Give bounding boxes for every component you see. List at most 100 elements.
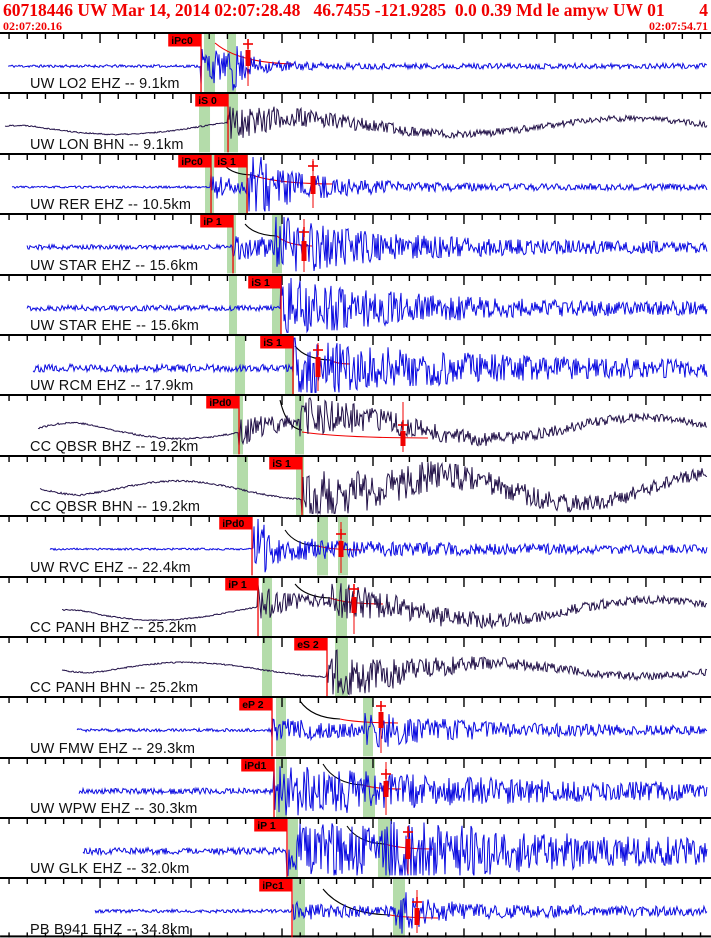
pick-label[interactable]: iS 1 bbox=[214, 154, 248, 168]
waveform bbox=[4, 106, 708, 140]
pick-label-box[interactable] bbox=[195, 94, 229, 107]
pick-label[interactable]: eS 2 bbox=[294, 637, 328, 651]
waveform bbox=[78, 766, 708, 816]
phase-window-band bbox=[272, 275, 282, 334]
pick-label-text: iPd0 bbox=[222, 519, 244, 530]
waveform bbox=[8, 46, 707, 91]
time-ruler bbox=[8, 94, 702, 104]
pick-label[interactable]: iS 1 bbox=[269, 456, 303, 470]
coda-duration-marker[interactable] bbox=[380, 761, 391, 815]
pick-label[interactable]: iS 1 bbox=[260, 335, 294, 349]
marker-bar bbox=[310, 175, 316, 194]
marker-bar bbox=[414, 908, 420, 926]
trace-panel: iPd0 CC QBSR BHZ -- 19.2km bbox=[0, 394, 711, 455]
pick-label-box[interactable] bbox=[239, 698, 273, 711]
coda-duration-marker[interactable] bbox=[397, 402, 408, 453]
coda-duration-marker[interactable] bbox=[243, 38, 254, 86]
trace-plot[interactable]: eS 2 bbox=[0, 637, 711, 697]
pick-label-text: iS 1 bbox=[251, 278, 270, 289]
pick-label-box[interactable] bbox=[225, 577, 259, 591]
coda-decay-curve bbox=[322, 889, 391, 917]
pick-label[interactable]: eP 2 bbox=[239, 698, 273, 711]
coda-duration-marker[interactable] bbox=[375, 701, 386, 754]
trace-plot[interactable]: iPc0 iS 1 bbox=[0, 154, 711, 214]
phase-window-band bbox=[229, 275, 238, 334]
trace-plot[interactable]: iP 1 bbox=[0, 215, 711, 274]
waveform bbox=[39, 461, 708, 515]
pick-label-box[interactable] bbox=[241, 758, 275, 772]
phase-window-band bbox=[296, 456, 305, 516]
trace-plot[interactable]: eP 2 bbox=[0, 698, 711, 757]
pick-label-box[interactable] bbox=[294, 637, 328, 651]
trace-plot[interactable]: iPd0 bbox=[0, 396, 711, 455]
trace-plot[interactable]: iS 1 bbox=[0, 335, 711, 395]
trace-panel: iPc0 UW LO2 EHZ -- 9.1km bbox=[0, 32, 711, 93]
pick-label-text: iP 1 bbox=[228, 580, 247, 591]
trace-plot[interactable]: iPc0 bbox=[0, 34, 711, 93]
pick-label-box[interactable] bbox=[200, 215, 234, 228]
trace-plot[interactable]: iPd0 bbox=[0, 517, 711, 576]
pick-label-box[interactable] bbox=[178, 154, 212, 168]
pick-label[interactable]: iP 1 bbox=[200, 215, 234, 228]
waveform bbox=[37, 397, 708, 447]
coda-duration-marker[interactable] bbox=[308, 158, 319, 208]
time-ruler bbox=[8, 275, 702, 285]
pick-label-text: iS 1 bbox=[272, 459, 291, 470]
pick-label-text: iPd1 bbox=[244, 761, 266, 772]
trace-plot[interactable]: iPc1 bbox=[0, 879, 711, 938]
pick-label[interactable]: iPc1 bbox=[259, 879, 293, 892]
station-label: CC PANH BHN -- 25.2km bbox=[30, 680, 199, 697]
pick-label[interactable]: iP 1 bbox=[254, 819, 288, 832]
station-label: UW LON BHN -- 9.1km bbox=[30, 136, 184, 153]
coda-duration-marker[interactable] bbox=[336, 522, 347, 574]
station-label: UW RCM EHZ -- 17.9km bbox=[30, 378, 194, 395]
coda-duration-marker[interactable] bbox=[313, 342, 324, 391]
time-ruler bbox=[8, 456, 702, 466]
phase-window-band bbox=[233, 396, 244, 455]
time-ruler bbox=[8, 335, 702, 345]
pick-label-box[interactable] bbox=[254, 819, 288, 832]
station-label: CC QBSR BHZ -- 19.2km bbox=[30, 438, 199, 455]
pick-label[interactable]: iS 0 bbox=[195, 94, 229, 107]
pick-label-text: eS 2 bbox=[297, 640, 319, 651]
phase-window-band bbox=[227, 34, 237, 93]
trace-plot[interactable]: iS 1 bbox=[0, 275, 711, 334]
trace-plot[interactable]: iS 1 bbox=[0, 456, 711, 516]
trace-plot[interactable]: iPd1 bbox=[0, 758, 711, 818]
pick-label-box[interactable] bbox=[206, 396, 240, 409]
time-ruler bbox=[8, 819, 702, 829]
pick-label-box[interactable] bbox=[248, 275, 282, 289]
trace-panel: iPc1 PB B941 EHZ -- 34.8km bbox=[0, 877, 711, 938]
time-ruler bbox=[8, 396, 702, 406]
pick-label[interactable]: iS 1 bbox=[248, 275, 282, 289]
coda-duration-marker[interactable] bbox=[402, 826, 413, 875]
coda-decay-curve bbox=[294, 345, 331, 361]
coda-duration-marker[interactable] bbox=[411, 890, 422, 934]
pick-label[interactable]: iPd1 bbox=[241, 758, 275, 772]
pick-label-box[interactable] bbox=[260, 335, 294, 349]
pick-label-box[interactable] bbox=[168, 34, 202, 47]
trace-plot[interactable]: iP 1 bbox=[0, 577, 711, 636]
coda-duration-marker[interactable] bbox=[299, 219, 310, 273]
pick-label[interactable]: iPd0 bbox=[219, 517, 253, 530]
pick-label[interactable]: iPc0 bbox=[178, 154, 212, 168]
marker-bar bbox=[383, 780, 389, 797]
waveform bbox=[61, 649, 708, 696]
pick-label[interactable]: iP 1 bbox=[225, 577, 259, 591]
pick-label[interactable]: iPd0 bbox=[206, 396, 240, 409]
coda-duration-marker[interactable] bbox=[349, 583, 359, 634]
time-ruler bbox=[8, 758, 702, 768]
trace-plot[interactable]: iP 1 bbox=[0, 819, 711, 878]
bottom-border bbox=[0, 935, 711, 938]
pick-label[interactable]: iPc0 bbox=[168, 34, 202, 47]
pick-label-box[interactable] bbox=[269, 456, 303, 470]
pick-label-box[interactable] bbox=[219, 517, 253, 530]
phase-window-band bbox=[199, 94, 211, 153]
trace-panel: iS 1 UW RCM EHZ -- 17.9km bbox=[0, 333, 711, 395]
station-label: UW FMW EHZ -- 29.3km bbox=[30, 740, 196, 757]
pick-label-box[interactable] bbox=[259, 879, 293, 892]
pick-label-box[interactable] bbox=[214, 154, 248, 168]
trace-plot[interactable]: iS 0 bbox=[0, 94, 711, 153]
waveform bbox=[76, 713, 708, 748]
station-label: UW RER EHZ -- 10.5km bbox=[30, 197, 192, 214]
